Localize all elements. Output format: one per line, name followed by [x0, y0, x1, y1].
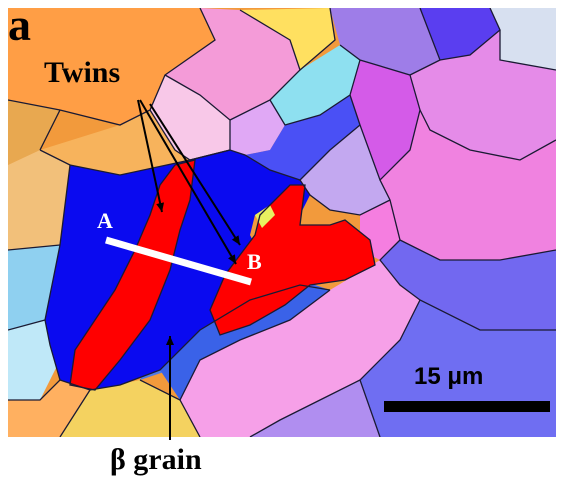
grain-region: [490, 8, 556, 70]
grain-region: [8, 380, 90, 437]
grain-region: [40, 110, 190, 175]
arrow-to-right-twin-2: [149, 103, 241, 246]
grain-region: [420, 8, 500, 60]
grain-region: [270, 45, 360, 125]
grain-region: [8, 320, 60, 400]
grain-map: [8, 8, 556, 437]
grain-region: [8, 150, 70, 250]
grain-region: [350, 60, 420, 180]
grain-region: [245, 95, 360, 180]
arrow-to-right-twin: [139, 99, 237, 265]
grain-region: [180, 260, 420, 437]
grain-region: [165, 8, 300, 120]
point-b-label: B: [247, 249, 262, 274]
grain-region: [380, 240, 556, 330]
grain-region: [380, 110, 556, 260]
grain-region: [255, 205, 275, 228]
twins-label: Twins: [44, 56, 121, 89]
twin-band-right: [210, 185, 375, 335]
grain-region: [160, 280, 330, 400]
point-a-label: A: [97, 208, 113, 233]
beta-grain-label: β grain: [110, 443, 202, 476]
grain-region: [8, 100, 60, 165]
scale-bar: [384, 401, 550, 412]
profile-line-ab: [105, 236, 252, 286]
grain-region: [8, 8, 215, 125]
twin-band-left: [70, 160, 195, 390]
grain-region: [60, 380, 200, 437]
twins-arrows: [137, 99, 241, 265]
arrow-to-left-twin: [137, 99, 165, 213]
grain-region: [250, 380, 380, 437]
scale-bar-label: 15 μm: [414, 363, 484, 390]
grain-boundaries: [8, 8, 556, 437]
grain-region: [150, 75, 230, 160]
grain-region: [410, 30, 556, 160]
grain-region: [330, 8, 440, 75]
panel-letter: a: [8, 0, 31, 50]
